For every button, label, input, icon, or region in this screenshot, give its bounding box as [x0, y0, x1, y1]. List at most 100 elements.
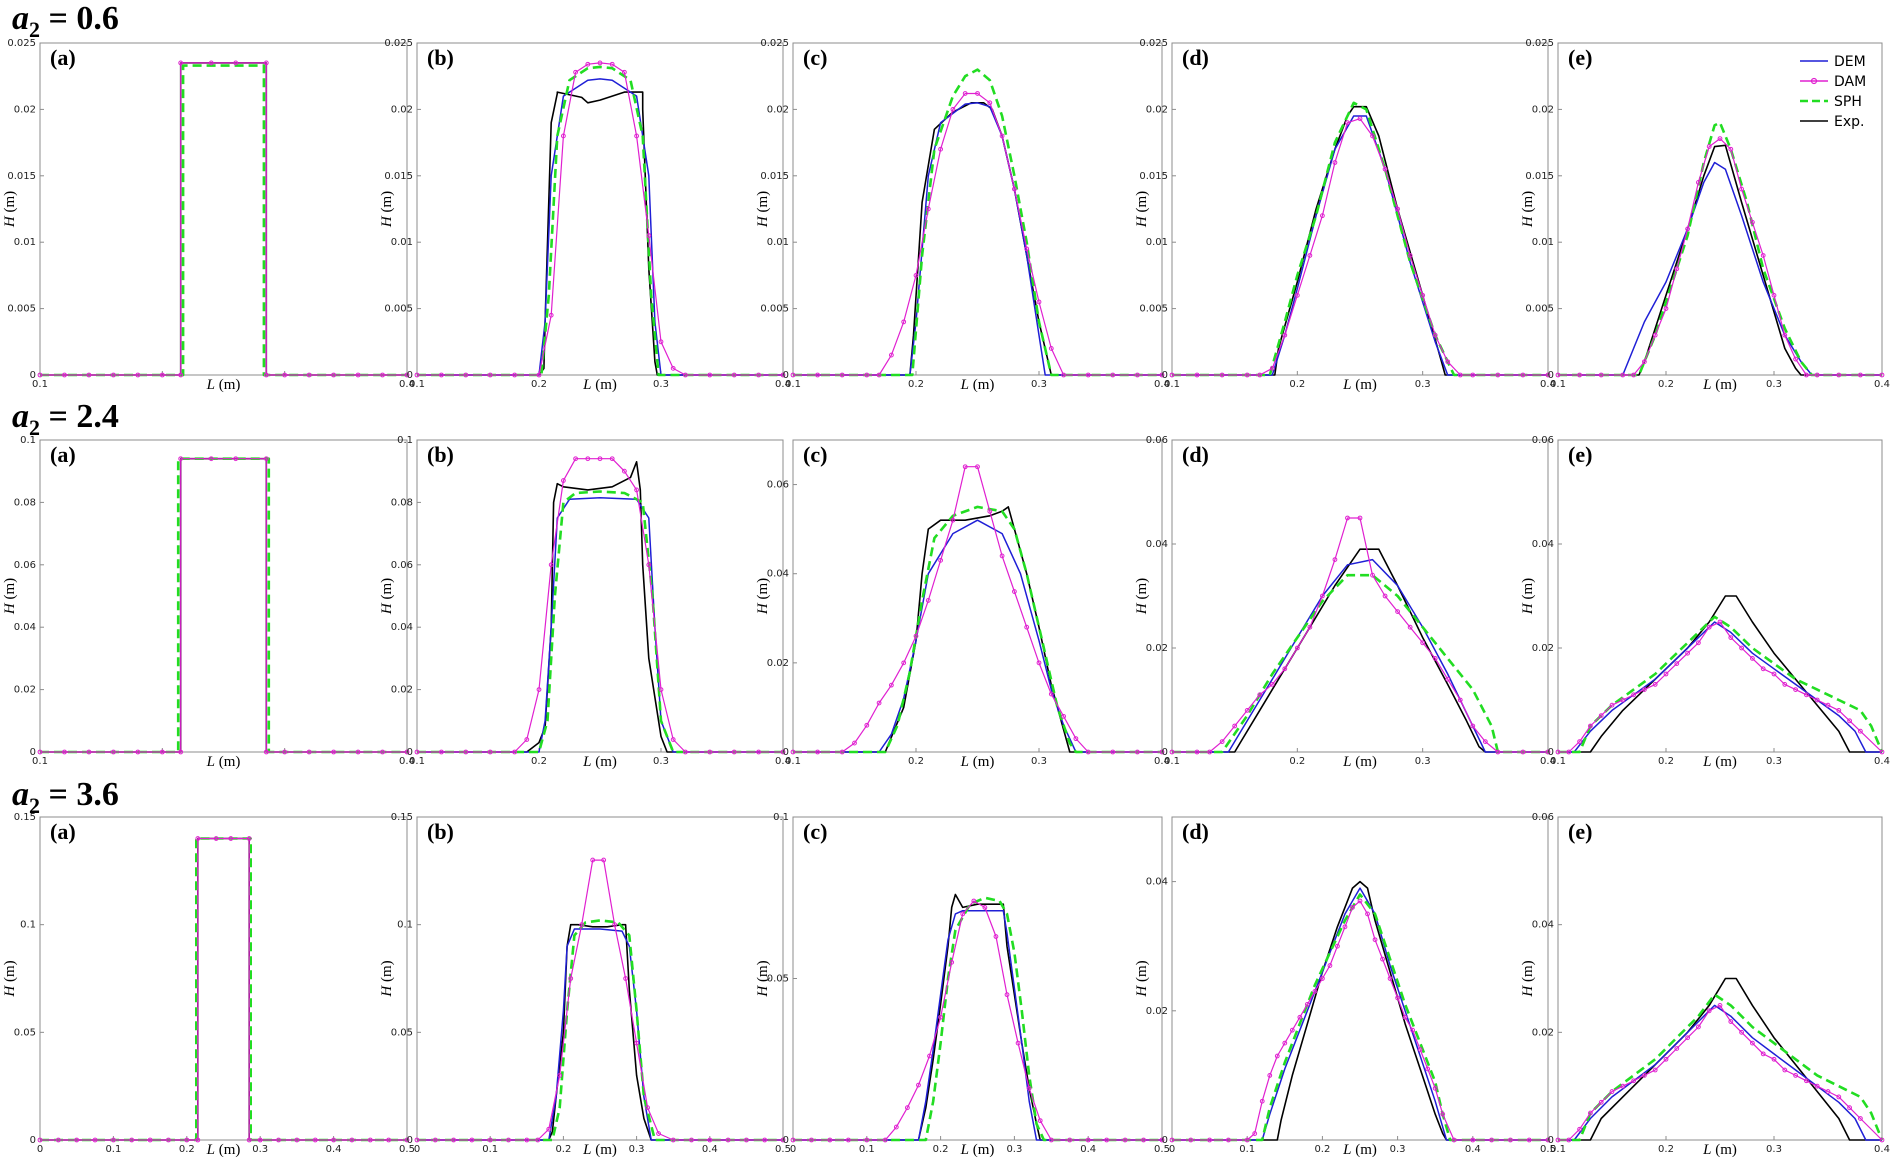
y-tick-label: 0.01 — [1146, 237, 1168, 248]
dam-marker — [1588, 1110, 1593, 1116]
x-tick-label: 0.3 — [1031, 756, 1047, 767]
dam-marker — [195, 1137, 201, 1143]
dam-marker — [1642, 359, 1647, 365]
dam-marker — [1357, 898, 1363, 904]
x-axis-label: L (m) — [960, 754, 995, 770]
y-tick-label: 0 — [30, 1135, 36, 1146]
y-axis-label: H (m) — [755, 191, 771, 228]
y-tick-label: 0 — [1162, 1135, 1168, 1146]
dam-marker — [1219, 372, 1225, 378]
dam-marker — [195, 836, 201, 841]
dam-marker — [1012, 589, 1017, 594]
dam-marker — [1269, 682, 1275, 687]
dam-marker — [512, 372, 517, 378]
dam-marker — [609, 456, 615, 462]
series-line-sph — [1172, 573, 1548, 754]
dam-marker — [263, 456, 269, 462]
dam-marker — [1760, 666, 1766, 672]
dam-marker — [1739, 1029, 1744, 1035]
dam-marker — [1048, 691, 1054, 697]
dam-marker — [1370, 133, 1375, 139]
y-tick-label: 0 — [1548, 1135, 1554, 1146]
dam-marker — [349, 1137, 355, 1143]
dam-marker — [1332, 557, 1338, 562]
dam-marker — [780, 749, 786, 755]
dam-marker — [546, 1126, 552, 1132]
dam-marker — [1495, 372, 1501, 378]
dam-marker — [634, 1040, 639, 1046]
dam-marker — [925, 206, 931, 212]
y-tick-label: 0.005 — [760, 304, 789, 315]
y-axis-label: H (m) — [2, 960, 18, 997]
dam-marker — [1631, 692, 1636, 698]
y-tick-label: 0.02 — [1146, 1006, 1168, 1017]
dam-marker — [1836, 1094, 1842, 1100]
y-tick-label: 0 — [783, 370, 789, 381]
chart-panel-2-2: 0 0.1 0.2 0.3 0.4 0.500.050.1L (m)H (m)(c) — [755, 812, 1170, 1158]
row-title-2-rest: = 3.6 — [40, 776, 119, 813]
dam-marker — [404, 1137, 410, 1143]
dam-marker — [864, 722, 870, 728]
dam-marker — [1685, 650, 1690, 656]
x-tick-label: 0.2 — [933, 1144, 949, 1155]
x-tick-label: 0.3 — [252, 1144, 268, 1155]
dam-marker — [487, 372, 493, 378]
dam-marker — [208, 456, 214, 462]
y-tick-label: 0.05 — [767, 974, 789, 985]
x-tick-label: 0.4 — [326, 1144, 342, 1155]
dam-marker — [178, 456, 184, 462]
x-axis-label-var: L — [1342, 754, 1351, 770]
dam-marker — [1365, 911, 1370, 917]
y-axis-label-var: H — [2, 602, 18, 615]
y-tick-label: 0.02 — [14, 685, 36, 696]
y-tick-label: 0.04 — [767, 569, 789, 580]
x-tick-label: 0.5 — [399, 1144, 415, 1155]
x-tick-label: 0.1 — [1550, 379, 1566, 390]
axes-frame — [39, 816, 408, 1141]
dam-marker — [1135, 372, 1140, 378]
y-tick-label: 0.02 — [1532, 104, 1554, 115]
y-axis-label-var: H — [1520, 985, 1536, 998]
dam-marker — [1207, 749, 1212, 755]
dam-marker — [689, 1137, 694, 1143]
chart-panel-1-4: 0.1 0.2 0.3 0.400.020.040.06L (m)H (m)(e) — [1520, 435, 1890, 770]
dam-marker — [889, 682, 894, 688]
x-tick-label: 0.2 — [1658, 379, 1674, 390]
x-axis-label: L (m) — [206, 1142, 241, 1158]
y-axis-label-var: H — [1134, 985, 1150, 998]
row-title-1: a2 = 2.4 — [12, 398, 119, 441]
y-tick-label: 0.04 — [1532, 920, 1554, 931]
series-line-exp — [417, 923, 783, 1141]
dam-marker — [622, 69, 627, 75]
dam-marker — [1470, 1137, 1476, 1143]
dam-marker — [1432, 332, 1438, 338]
dam-marker — [1771, 671, 1777, 677]
y-tick-label: 0.02 — [391, 104, 413, 115]
y-tick-label: 0.04 — [1146, 877, 1168, 888]
dam-marker — [658, 687, 664, 692]
series-line-sph — [1558, 993, 1884, 1142]
x-tick-label: 0.4 — [399, 756, 415, 767]
series-line-dem — [793, 102, 1162, 376]
dam-marker — [1004, 992, 1010, 998]
y-axis-label-unit: (m) — [379, 191, 395, 216]
dam-marker — [1760, 1051, 1766, 1057]
series-line-exp — [1558, 977, 1882, 1141]
panel-label: (b) — [427, 442, 454, 467]
dam-marker — [1793, 687, 1798, 692]
x-axis-label-var: L — [960, 754, 969, 770]
y-tick-label: 0.04 — [391, 622, 413, 633]
y-tick-label: 0.06 — [767, 480, 789, 491]
dam-marker — [1048, 346, 1054, 351]
dam-marker — [1259, 1098, 1265, 1104]
y-tick-label: 0.025 — [1525, 38, 1554, 49]
y-tick-label: 0.02 — [391, 685, 413, 696]
row-title-0: a2 = 0.6 — [12, 0, 119, 43]
series-line-sph — [40, 457, 407, 754]
x-tick-label: 0.1 — [409, 379, 425, 390]
dam-marker — [557, 1073, 563, 1078]
dam-marker — [707, 1137, 713, 1143]
series-line-exp — [1558, 144, 1882, 376]
